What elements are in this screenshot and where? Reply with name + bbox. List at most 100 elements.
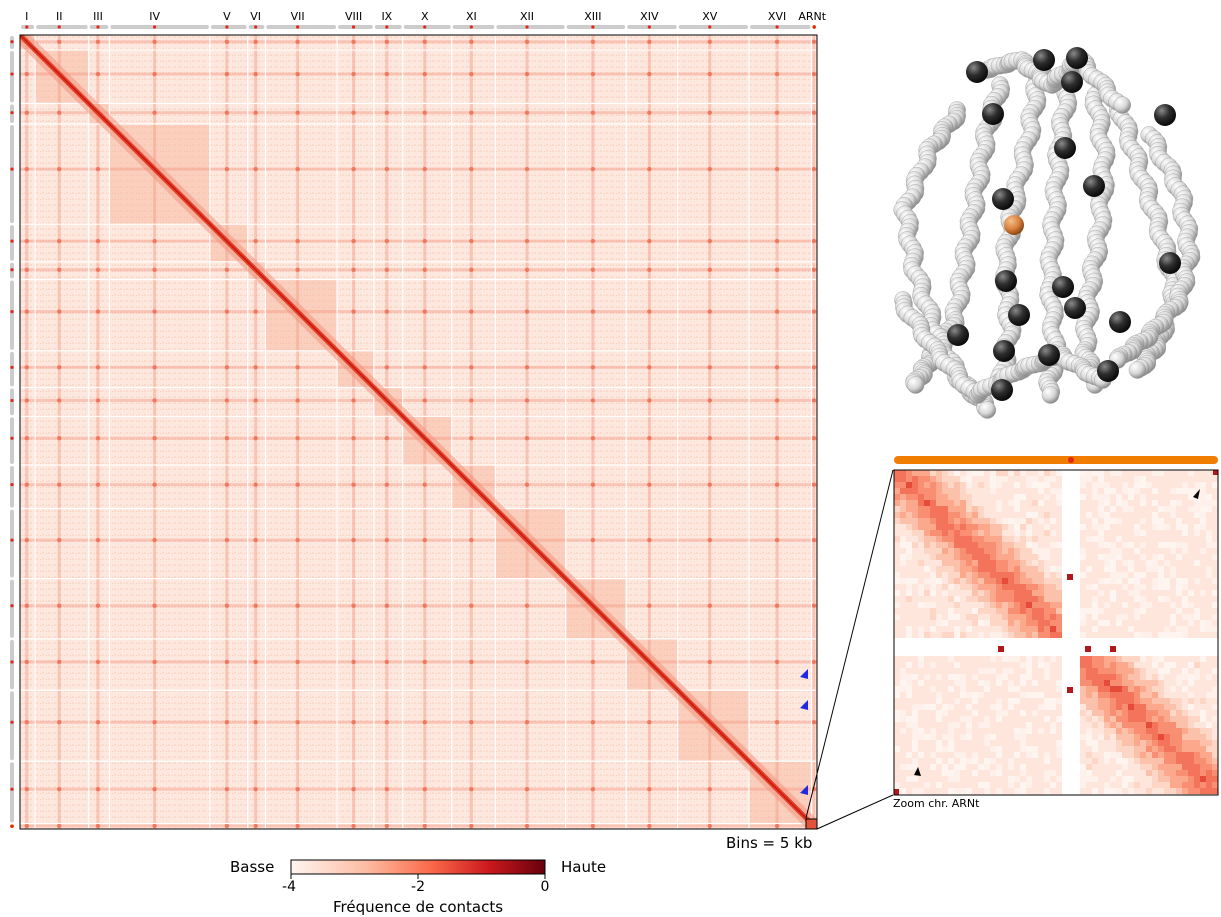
centromere-contact [524,787,530,792]
zoom-cell [1098,758,1105,765]
zoom-cell [1050,548,1057,555]
zoom-cell [1182,746,1189,753]
zoom-cell [1158,740,1165,747]
centromere-band-v [57,35,61,829]
zoom-cell [996,566,1003,573]
zoom-cell [1176,488,1183,495]
zoom-cell [1080,728,1087,735]
zoom-cell [936,710,943,717]
zoom-cell [1008,674,1015,681]
zoom-cell [942,518,949,525]
zoom-cell [1110,728,1117,735]
zoom-cell [1098,710,1105,717]
zoom-cell [1182,788,1189,795]
zoom-cell [966,590,973,597]
centromere-contact [524,719,530,725]
zoom-cell [1152,626,1159,633]
zoom-cell [1008,584,1015,591]
zoom-cell [1194,728,1201,735]
centromere-contact [774,482,780,487]
zoom-cell [996,680,1003,687]
zoom-cell [966,614,973,621]
zoom-cell [1182,488,1189,495]
centromere-contact [524,309,530,314]
zoom-cell [1086,542,1093,549]
centromere-band-v [385,35,389,829]
zoom-cell [1032,734,1039,741]
zoom-cell [1044,518,1051,525]
zoom-cell [1194,704,1201,711]
zoom-cell [930,668,937,675]
chromatin-bead [906,376,925,394]
centromere-contact [422,110,427,115]
zoom-cell [1044,602,1051,609]
zoom-cell [1014,482,1021,489]
zoom-cell [1056,530,1063,537]
zoom-cell [990,476,997,483]
zoom-cell [936,506,943,513]
zoom-cell [984,602,991,609]
diagonal-core [20,35,817,829]
zoom-cell [924,752,931,759]
zoom-cell [1104,668,1111,675]
zoom-cell [900,662,907,669]
centromere-contact [707,110,712,115]
zoom-cell [996,548,1003,555]
zoom-cell [984,746,991,753]
zoom-cell [1182,554,1189,561]
zoom-cell [984,578,991,585]
centromere-contact [152,39,157,44]
zoom-cell [1206,548,1213,555]
zoom-hot-pixel [998,646,1004,652]
zoom-cell [924,566,931,573]
zoom-cell [1086,740,1093,747]
centromere-contact [811,309,817,314]
zoom-cell [1014,710,1021,717]
zoom-cell [1026,620,1033,627]
centromere-contact [384,537,390,543]
zoom-cell [906,530,913,537]
zoom-cell [1146,788,1153,795]
zoom-cell [1212,602,1218,609]
zoom-cell [1116,524,1123,531]
zoom-cell [1086,752,1093,759]
zoom-cell [1104,752,1111,759]
zoom-cell [1044,572,1051,579]
centromere-contact [295,603,300,608]
zoom-cell [978,680,985,687]
zoom-cell [966,668,973,675]
zoom-cell [954,572,961,579]
zoom-cell [990,482,997,489]
zoom-cell [1206,722,1213,729]
zoom-cell [1032,578,1039,585]
centromere-contact [707,365,712,370]
zoom-cell [1086,626,1093,633]
zoom-cell [1188,782,1195,789]
zoom-cell [1002,776,1009,783]
centromere-contact [95,436,101,441]
zoom-cell [1002,662,1009,669]
zoom-cell [1110,764,1117,771]
zoom-cell [930,710,937,717]
zoom-cell [930,716,937,723]
zoom-cell [966,608,973,615]
zoom-cell [1134,662,1141,669]
zoom-cell [1200,572,1207,579]
zoom-cell [1158,542,1165,549]
zoom-cell [1026,506,1033,513]
zoom-cell [1056,740,1063,747]
zoom-cell [1008,518,1015,525]
zoom-cell [1170,518,1177,525]
zoom-cell [1206,770,1213,777]
centromere-contact [295,71,300,77]
zoom-cell [1182,704,1189,711]
zoom-cell [1020,722,1027,729]
centromere-band-v [254,35,258,829]
chromosome-label-X: X [420,10,429,23]
zoom-cell [1152,536,1159,543]
zoom-cell [960,764,967,771]
centromere-band-v [591,35,595,829]
zoom-cell [1110,710,1117,717]
centromere-band-h [20,787,817,791]
zoom-cell [1092,770,1099,777]
